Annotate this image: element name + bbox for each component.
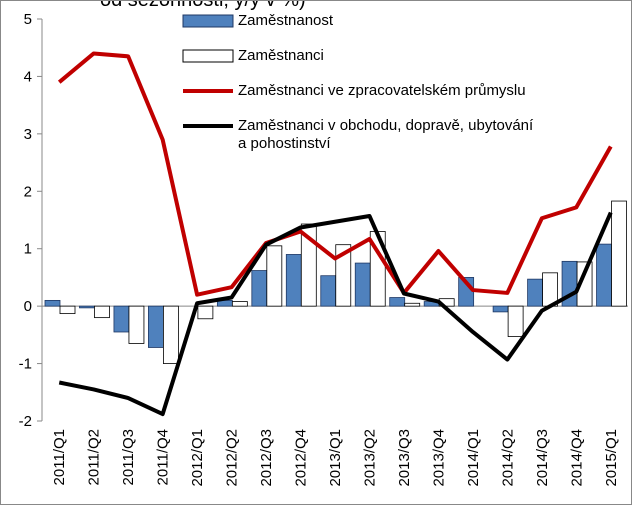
y-tick-label: 1: [24, 241, 32, 258]
legend-label: Zaměstnanci: [238, 47, 324, 64]
bar: [44, 299, 61, 307]
bar: [492, 305, 509, 313]
y-tick-label: 5: [24, 11, 32, 28]
bar: [389, 297, 406, 307]
legend-label: Zaměstnanci v obchodu, dopravě, ubytován…: [238, 117, 534, 152]
bar: [197, 305, 214, 320]
x-tick-label: 2012/Q4: [293, 429, 310, 487]
x-tick-label: 2014/Q2: [499, 429, 516, 487]
x-tick-label: 2012/Q1: [189, 429, 206, 487]
bar: [285, 254, 302, 307]
bar: [266, 245, 283, 307]
x-tick-label: 2011/Q1: [51, 429, 68, 485]
bar: [596, 243, 612, 307]
x-tick-label: 2012/Q2: [224, 429, 241, 487]
legend-swatch: [182, 14, 234, 28]
x-tick-label: 2013/Q2: [361, 429, 378, 487]
bar: [354, 262, 371, 307]
bar: [163, 305, 179, 364]
x-tick-label: 2014/Q4: [568, 429, 585, 487]
bar: [251, 270, 268, 307]
bar: [300, 223, 317, 307]
bar: [94, 305, 110, 319]
y-tick-label: 0: [24, 298, 32, 315]
x-tick-label: 2011/Q3: [120, 429, 137, 485]
x-tick-label: 2013/Q4: [430, 429, 447, 487]
bar: [404, 302, 421, 307]
y-tick-label: -1: [19, 356, 32, 373]
y-tick-label: 4: [24, 68, 32, 85]
line: [58, 211, 613, 417]
chart-title: od sezónnosti, y/y v %): [100, 0, 306, 11]
y-tick-label: -2: [19, 413, 32, 430]
bar: [148, 305, 164, 348]
bar: [59, 305, 76, 315]
legend: Zaměstnanost Zaměstnanci Zaměstnanci ve zp…: [238, 12, 533, 170]
bar: [231, 301, 248, 307]
x-tick-label: 2014/Q1: [465, 429, 482, 487]
bar: [335, 244, 352, 307]
bar: [79, 305, 95, 309]
bar: [320, 275, 337, 307]
x-tick-label: 2012/Q3: [258, 429, 275, 487]
bar: [527, 278, 543, 307]
bar: [128, 305, 145, 344]
y-tick-label: 3: [24, 126, 32, 143]
legend-swatch: [182, 49, 234, 63]
x-tick-label: 2014/Q3: [534, 429, 551, 487]
x-tick-label: 2011/Q2: [86, 429, 103, 485]
bar: [507, 305, 524, 337]
bar: [576, 261, 593, 307]
bar: [611, 200, 627, 307]
legend-label: Zaměstnanost: [238, 12, 334, 29]
x-tick-label: 2013/Q3: [396, 429, 413, 487]
x-tick-label: 2015/Q1: [603, 429, 620, 487]
line: [57, 51, 613, 297]
y-tick-label: 2: [24, 183, 32, 200]
legend-label: Zaměstnanci ve zpracovatelském průmyslu: [238, 82, 526, 99]
bar: [113, 305, 130, 333]
x-tick-label: 2013/Q1: [327, 429, 344, 487]
x-tick-label: 2011/Q4: [155, 429, 172, 485]
